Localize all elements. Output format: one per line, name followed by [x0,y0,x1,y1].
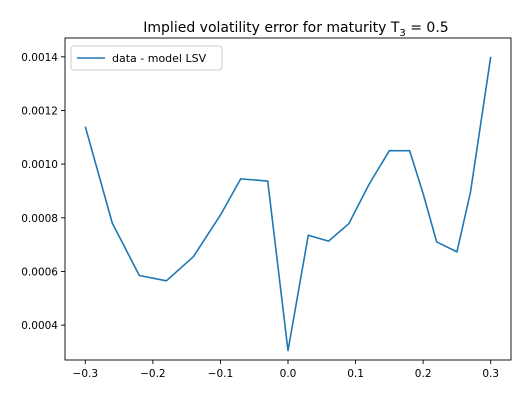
legend: data - model LSV [70,45,223,71]
x-tick-label: −0.2 [140,368,166,380]
y-tick-label: 0.0008 [21,213,58,225]
y-axis: 0.0004 0.0006 0.0008 0.0010 0.0012 0.0014 [21,52,65,332]
legend-box [70,45,223,71]
x-tick-label: 0.2 [415,368,432,380]
x-tick-label: 0.1 [347,368,364,380]
chart-title-main: Implied volatility error for maturity T [143,20,400,36]
chart-title-tail: = 0.5 [406,20,449,36]
plot-frame [64,37,512,361]
x-tick-label: 0.3 [482,368,499,380]
y-tick-label: 0.0004 [21,320,58,332]
plot-area [84,56,492,352]
x-axis: −0.3 −0.2 −0.1 0.0 0.1 0.2 0.3 [73,360,499,380]
chart-title-subscript: 3 [399,28,405,39]
x-tick-label: −0.3 [73,368,99,380]
y-tick-label: 0.0010 [21,159,58,171]
legend-label: data - model LSV [112,52,207,65]
series-line [84,56,492,352]
y-tick-label: 0.0012 [21,105,58,117]
y-tick-label: 0.0006 [21,266,58,278]
chart-title: Implied volatility error for maturity T3… [143,20,448,39]
y-tick-label: 0.0014 [21,52,58,64]
x-tick-label: −0.1 [208,368,234,380]
x-tick-label: 0.0 [280,368,297,380]
